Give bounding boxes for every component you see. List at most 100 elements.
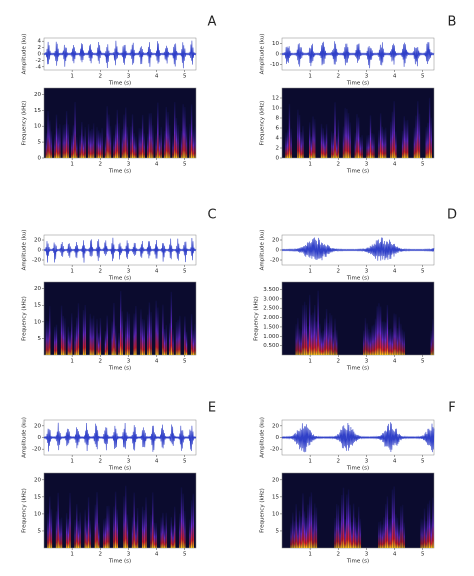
- spectrogram-column: [184, 510, 186, 548]
- y-tick-label: 10: [272, 511, 279, 517]
- spectrogram-column: [81, 121, 83, 158]
- spectrogram-column: [96, 492, 98, 548]
- x-tick-label: 2: [337, 552, 341, 558]
- spectrogram-column: [121, 129, 124, 158]
- y-axis-label: Amplitude (ku): [22, 417, 28, 458]
- spectrogram-column: [65, 513, 68, 548]
- spectrogram-column: [135, 305, 137, 355]
- spectrogram-column: [303, 511, 306, 548]
- x-tick-label: 1: [308, 162, 312, 168]
- spectrogram-column: [109, 126, 112, 158]
- spectrogram-column: [293, 521, 296, 548]
- spectrogram-column: [91, 318, 93, 355]
- spectrogram-column: [153, 522, 156, 548]
- spectrogram-column: [349, 122, 351, 158]
- x-tick-label: 3: [127, 162, 131, 168]
- x-tick-label: 2: [337, 74, 341, 80]
- y-tick-label: 10: [34, 511, 41, 517]
- y-tick-label: 0: [38, 435, 42, 441]
- spectrogram-column: [329, 313, 331, 355]
- spectrogram-column: [170, 517, 173, 548]
- x-axis-label: Time (s): [108, 466, 131, 472]
- panel-letter: E: [208, 401, 216, 416]
- spectrogram-column: [378, 521, 380, 548]
- spectrogram-column: [432, 318, 434, 355]
- spectrogram-column: [190, 314, 193, 355]
- y-tick-label: 5: [276, 528, 280, 534]
- spectrogram-column: [133, 133, 135, 158]
- spectrogram-column: [126, 514, 129, 548]
- spectrogram-column: [49, 496, 51, 548]
- spectrogram-column: [118, 123, 120, 158]
- spectrogram-column: [307, 326, 309, 355]
- spectrogram-column: [390, 328, 392, 355]
- x-tick-label: 3: [365, 359, 369, 365]
- x-tick-label: 4: [393, 552, 397, 558]
- spectrogram-column: [177, 319, 179, 355]
- spectrogram-column: [312, 116, 314, 158]
- y-tick-label: 20: [34, 477, 41, 483]
- y-tick-label: 10: [34, 319, 41, 325]
- spectrogram-column: [150, 311, 152, 355]
- spectrogram-column: [147, 314, 149, 355]
- spectrogram-column: [415, 115, 417, 158]
- y-tick-label: 15: [34, 494, 41, 500]
- spectrogram-column: [172, 135, 174, 158]
- spectrogram-column: [378, 303, 380, 355]
- y-tick-label: 6: [276, 126, 280, 132]
- spectrogram-column: [99, 132, 102, 158]
- spectrogram-column: [125, 107, 127, 158]
- x-tick-label: 3: [365, 269, 369, 275]
- spectrogram-column: [47, 513, 49, 548]
- spectrogram-column: [189, 519, 191, 548]
- y-tick-label: 20: [272, 238, 279, 244]
- spectrogram-column: [147, 133, 149, 158]
- x-tick-label: 1: [70, 552, 74, 558]
- y-tick-label: -20: [270, 447, 279, 453]
- spectrogram-column: [368, 329, 370, 355]
- spectrogram-column: [150, 514, 152, 548]
- spectrogram-column: [297, 109, 299, 158]
- spectrogram-column: [89, 313, 91, 355]
- spectrogram-column: [390, 518, 392, 548]
- y-tick-label: -2: [36, 58, 41, 64]
- spectrogram-column: [366, 323, 368, 355]
- spectrogram-column: [180, 487, 183, 548]
- spectrogram-column: [64, 318, 66, 355]
- spectrogram-column: [354, 517, 356, 548]
- spectrogram-column: [346, 494, 348, 548]
- spectrogram-column: [383, 129, 385, 158]
- spectrogram-column: [55, 114, 58, 158]
- spectrogram-column: [298, 114, 301, 158]
- spectrogram-column: [71, 313, 73, 355]
- y-tick-label: 15: [272, 494, 279, 500]
- spectrogram-column: [396, 517, 399, 548]
- spectrogram-column: [383, 517, 385, 548]
- spectrogram-column: [104, 331, 107, 355]
- spectrogram-column: [298, 328, 301, 355]
- x-tick-label: 1: [70, 162, 74, 168]
- y-axis-label: Amplitude (ku): [22, 230, 28, 271]
- spectrogram-column: [177, 125, 179, 158]
- panel-letter: F: [448, 401, 455, 416]
- x-tick-label: 1: [308, 459, 312, 465]
- y-tick-label: 20: [34, 423, 41, 429]
- spectrogram-column: [76, 317, 78, 355]
- spectrogram-column: [141, 506, 144, 548]
- spectrogram-column: [334, 517, 336, 548]
- spectrogram-column: [157, 102, 159, 158]
- spectrogram-column: [86, 520, 88, 548]
- spectrogram-column: [69, 492, 71, 548]
- spectrogram-column: [184, 106, 186, 158]
- spectrogram-column: [116, 509, 118, 548]
- x-tick-label: 4: [155, 74, 159, 80]
- spectrogram-column: [302, 493, 304, 548]
- y-tick-label: 20: [34, 286, 41, 292]
- spectrogram-column: [163, 525, 166, 548]
- spectrogram-column: [79, 512, 81, 548]
- spectrogram-column: [302, 305, 304, 355]
- spectrogram-column: [373, 133, 375, 158]
- spectrogram-column: [49, 305, 51, 355]
- spectrogram-column: [152, 492, 154, 548]
